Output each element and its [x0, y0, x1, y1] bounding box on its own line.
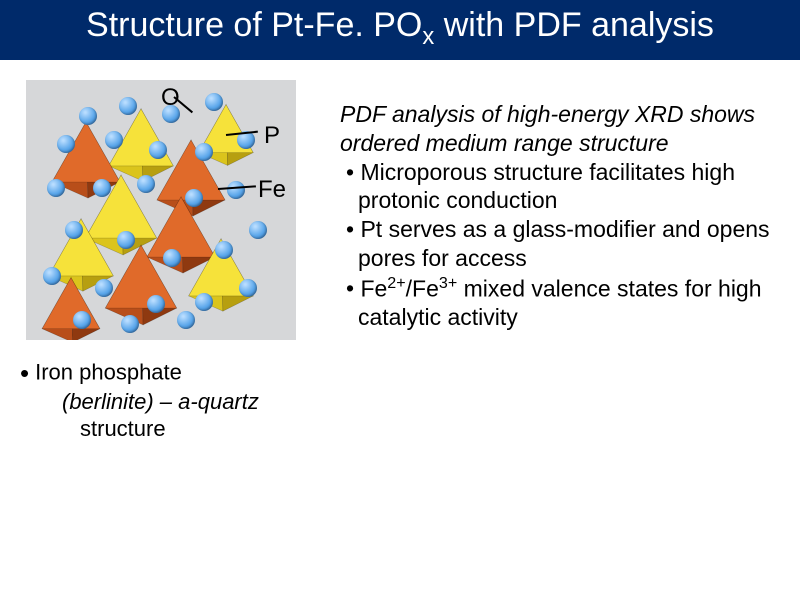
analysis-bullet-list: Microporous structure facilitates high p… — [340, 158, 780, 332]
list-item: Pt serves as a glass-modifier and opens … — [340, 215, 780, 273]
right-column: PDF analysis of high-energy XRD shows or… — [340, 70, 780, 442]
caption-line3: structure — [20, 416, 340, 442]
bullet-icon: • — [20, 358, 29, 388]
diagram-caption: •Iron phosphate (berlinite) – a-quartz s… — [20, 358, 340, 442]
label-phosphorus: P — [264, 122, 280, 150]
label-iron: Fe — [258, 176, 286, 204]
slide-title: Structure of Pt-Fe. POx with PDF analysi… — [0, 0, 800, 60]
content-area: O P Fe •Iron phosphate (berlinite) – a-q… — [0, 60, 800, 442]
caption-line2: (berlinite) – a-quartz — [20, 389, 340, 415]
list-item: Fe2+/Fe3+ mixed valence states for high … — [340, 273, 780, 332]
caption-line1: Iron phosphate — [35, 360, 182, 385]
list-item: Microporous structure facilitates high p… — [340, 158, 780, 216]
analysis-lead-text: PDF analysis of high-energy XRD shows or… — [340, 100, 780, 158]
crystal-structure-diagram: O P Fe — [26, 80, 296, 340]
left-column: O P Fe •Iron phosphate (berlinite) – a-q… — [20, 70, 340, 442]
